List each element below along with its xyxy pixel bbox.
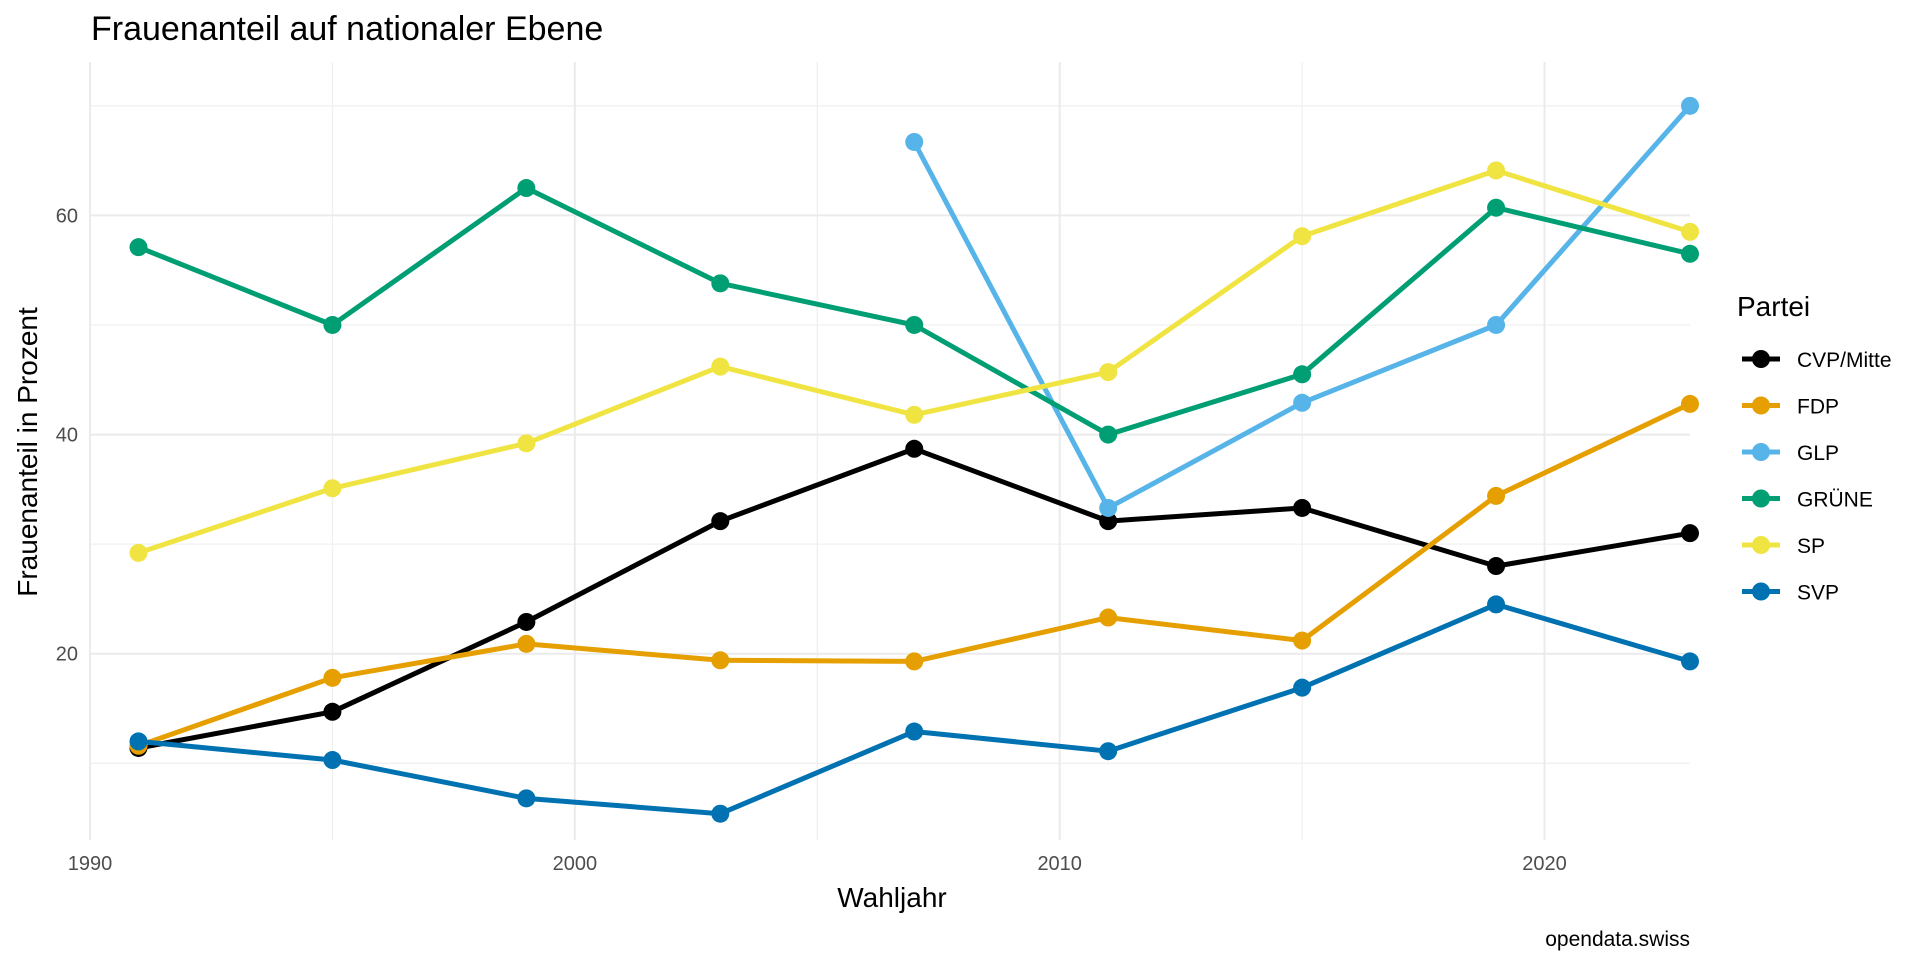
data-point [711,804,730,823]
y-tick-label: 60 [56,205,78,227]
x-tick-label: 2000 [553,853,598,875]
legend-label: FDP [1797,396,1839,419]
data-point [905,652,924,671]
legend-label: SP [1797,535,1825,558]
grid-lines [89,62,1690,840]
legend-label: GLP [1797,442,1839,465]
data-point [1681,394,1699,413]
series-line [138,601,1691,817]
legend-item: FDP [1742,396,1839,419]
x-axis-title: Wahljahr [837,882,946,913]
x-tick-label: 2020 [1522,853,1567,875]
data-point [1487,486,1506,505]
data-point [1487,161,1506,180]
data-point [905,315,924,334]
legend-item: GRÜNE [1742,489,1873,512]
data-point [517,612,536,631]
data-point [1099,512,1118,531]
series-line [138,446,1691,751]
legend-item: SP [1742,535,1825,558]
data-point [1293,393,1312,412]
x-tick-label: 2010 [1037,853,1082,875]
legend-key-point [1752,536,1770,554]
legend-key-point [1752,350,1770,368]
data-point [1487,315,1506,334]
data-point [1487,198,1506,217]
data-point [711,357,730,376]
legend-item: GLP [1742,442,1839,465]
data-point [323,702,342,721]
x-tick-label: 1990 [68,853,113,875]
data-point [1099,742,1118,761]
data-point [1293,678,1312,697]
data-point [1293,365,1312,384]
data-point [517,434,536,453]
caption: opendata.swiss [1545,928,1690,951]
data-point [905,405,924,424]
data-point [1099,608,1118,627]
data-point [517,634,536,653]
legend-item: CVP/Mitte [1742,349,1892,372]
series-line [137,168,1691,556]
data-point [1681,244,1699,263]
data-point [323,751,342,770]
data-point [129,238,148,257]
legend-label: GRÜNE [1797,489,1873,512]
legend-key-point [1752,582,1770,601]
data-point [711,274,730,293]
data-point [323,315,342,334]
data-point [1099,363,1118,382]
data-point [905,439,924,458]
chart-title: Frauenanteil auf nationaler Ebene [91,10,603,48]
series-line [137,185,1691,438]
legend-item: SVP [1742,582,1839,605]
data-point [1099,425,1118,444]
data-points [129,96,1699,823]
legend-label: SVP [1797,582,1839,605]
legend-label: CVP/Mitte [1797,349,1892,372]
data-point [129,543,148,562]
data-point [711,512,730,531]
legend-key-point [1752,489,1770,508]
legend-title: Partei [1737,291,1810,322]
data-point [1099,498,1118,517]
data-point [1681,96,1699,115]
data-point [1293,227,1312,246]
data-point [1293,498,1312,517]
data-point [711,651,730,670]
data-point [129,732,148,751]
series-lines [137,104,1692,817]
data-point [323,668,342,687]
y-tick-label: 40 [56,425,78,447]
data-point [517,789,536,808]
legend: CVP/Mitte FDP GLP GRÜNE SP SVP [1742,349,1892,605]
legend-key-point [1752,396,1770,415]
data-point [1293,631,1312,650]
data-point [1681,222,1699,241]
data-point [1487,595,1506,614]
data-point [1487,557,1506,576]
y-axis-title: Frauenanteil in Prozent [12,307,43,597]
data-point [517,179,536,198]
data-point [1681,524,1699,543]
y-tick-label: 20 [56,644,78,666]
data-point [323,479,342,498]
data-point [905,722,924,741]
data-point [1681,652,1699,671]
legend-key-point [1752,443,1770,461]
data-point [905,132,924,151]
